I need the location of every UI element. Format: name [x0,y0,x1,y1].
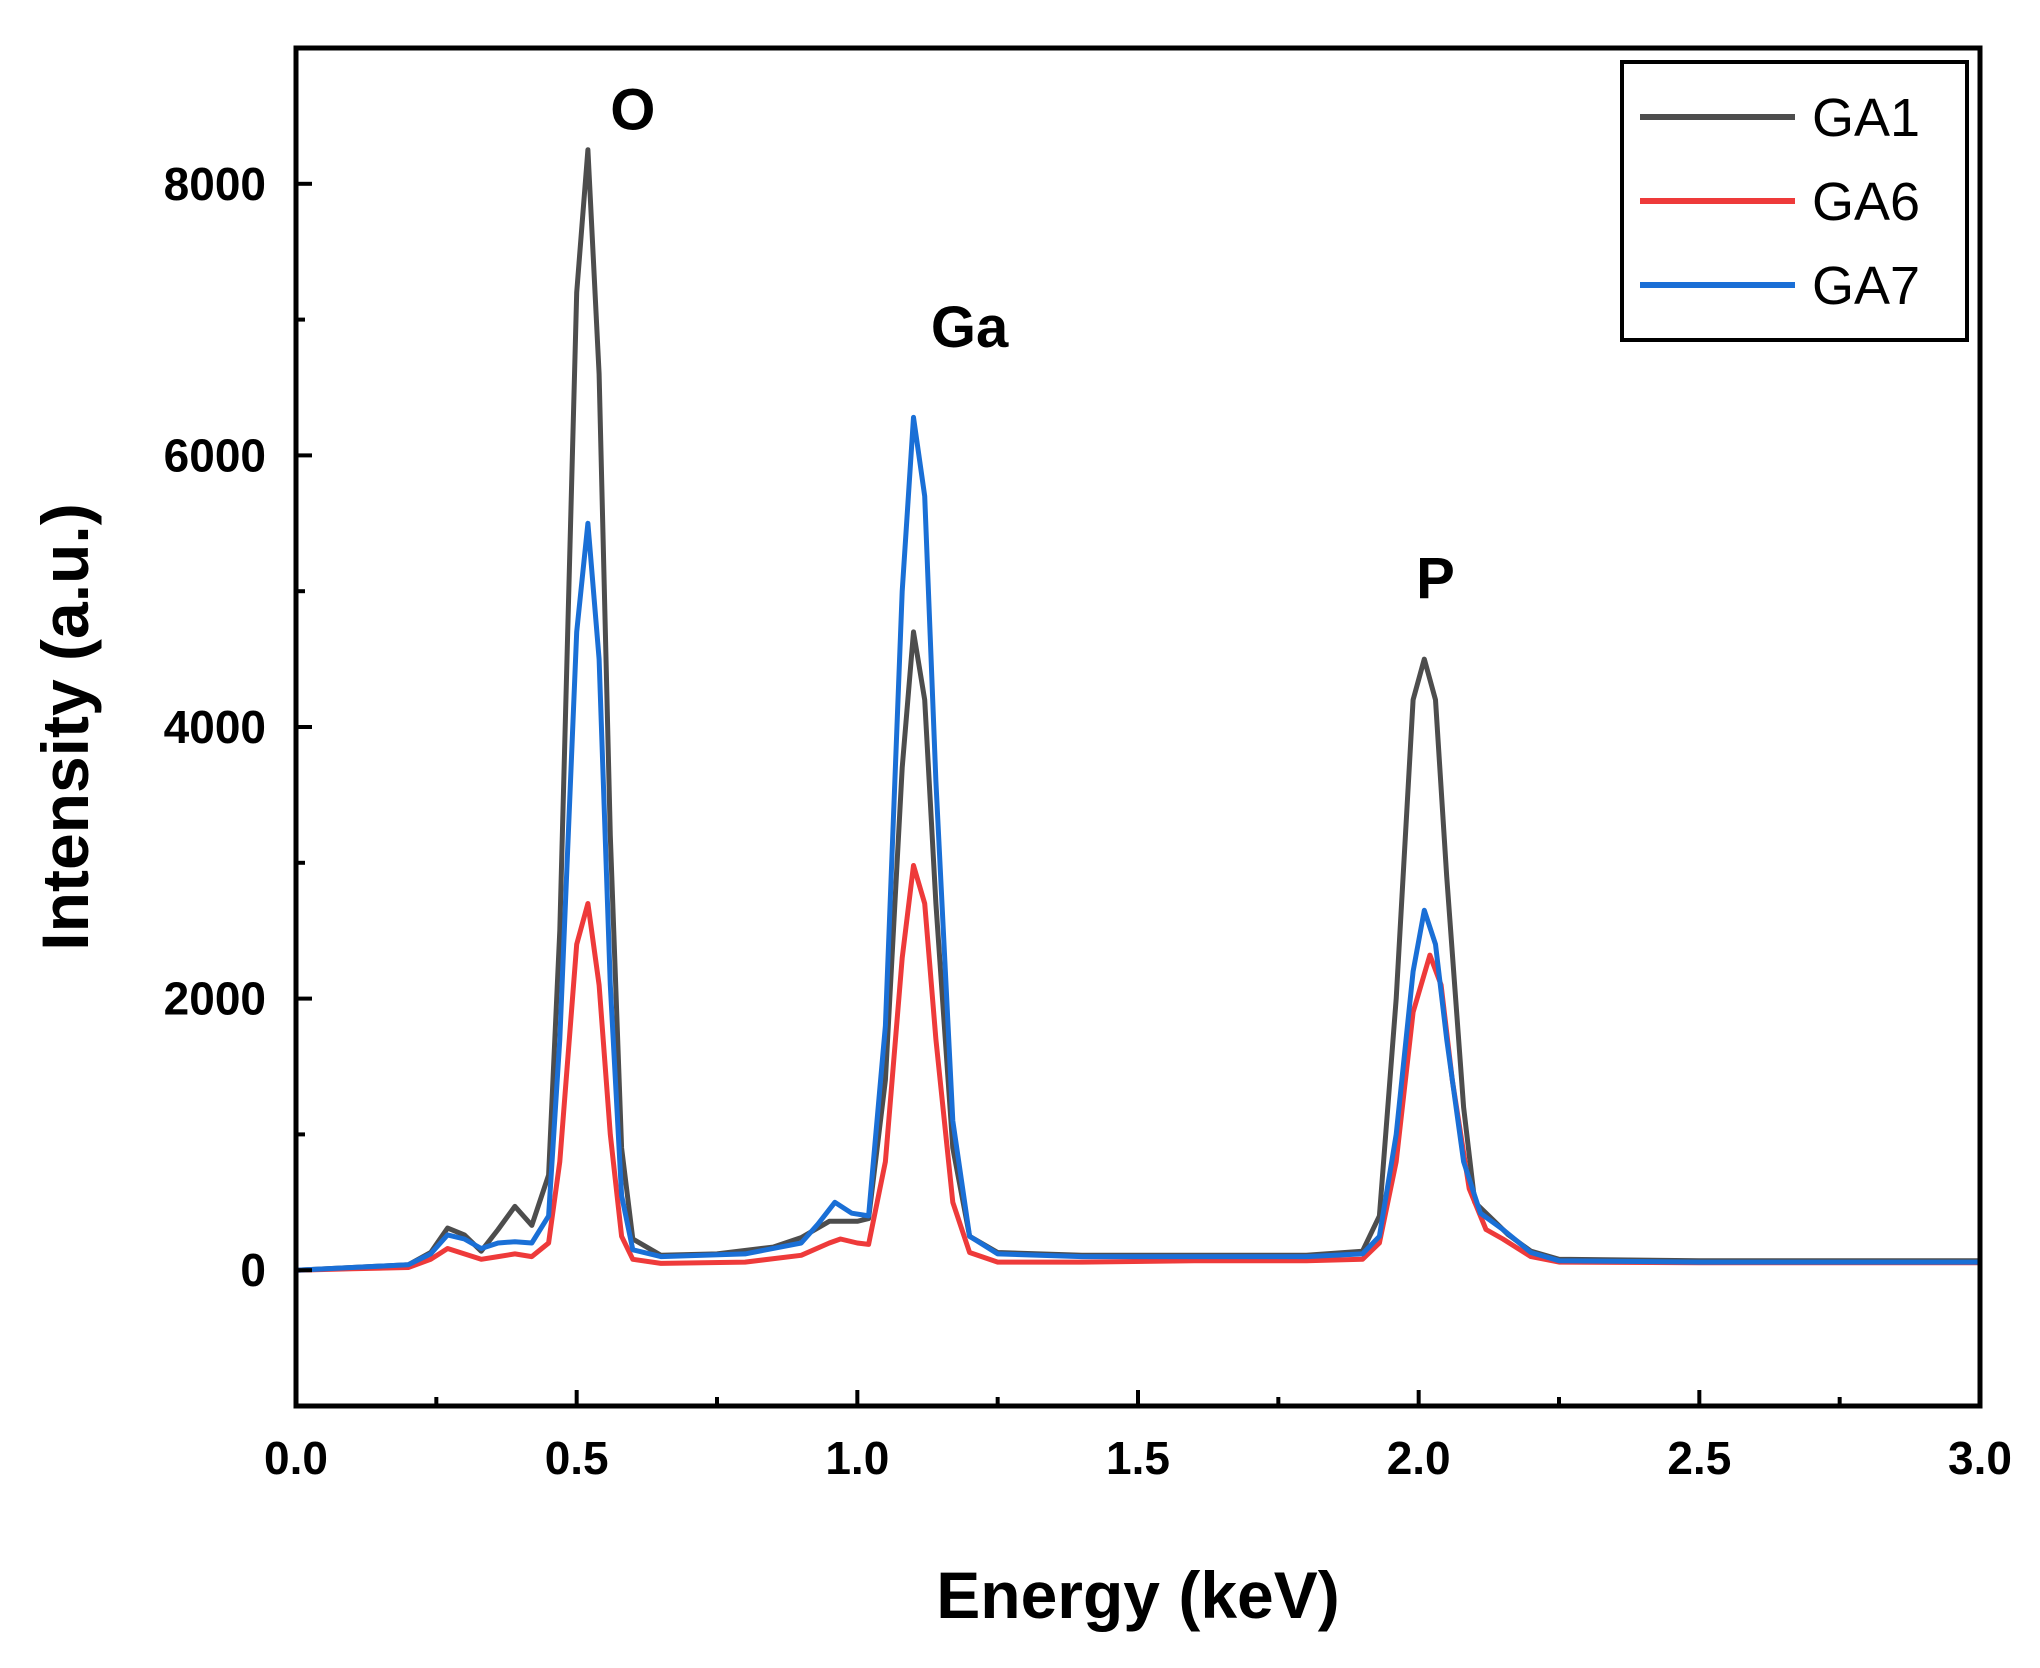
peak-label-o: O [610,77,655,142]
legend: GA1 GA6 GA7 [1620,60,1969,342]
x-tick-label: 1.0 [825,1432,889,1484]
y-tick-label: 0 [240,1244,266,1296]
y-tick-label: 4000 [164,701,266,753]
tick-layer: 0.0 0.5 1.0 1.5 2.0 2.5 3.0 0 2000 4000 6000 8000 [164,46,2012,1484]
x-tick-label: 0.0 [264,1432,328,1484]
peak-label-p: P [1416,546,1455,611]
x-tick-label: 1.5 [1106,1432,1170,1484]
x-axis-title: Energy (keV) [936,1558,1339,1632]
x-tick-label: 2.0 [1387,1432,1451,1484]
y-axis-title: Intensity (a.u.) [28,503,102,950]
legend-label-ga7: GA7 [1812,256,1920,316]
legend-label-ga6: GA6 [1812,172,1920,232]
y-tick-label: 6000 [164,429,266,481]
y-tick-label: 2000 [164,973,266,1025]
label-layer: O Ga P [610,77,1455,611]
series-line-ga1 [295,147,1980,1273]
series-layer [295,147,1980,1273]
peak-label-ga: Ga [931,295,1009,360]
legend-label-ga1: GA1 [1812,88,1920,148]
x-tick-label: 0.5 [545,1432,609,1484]
series-line-ga7 [295,414,1980,1273]
legend-items: GA1 GA6 GA7 [1640,88,1920,316]
y-tick-label: 8000 [164,158,266,210]
x-tick-label: 3.0 [1948,1432,2012,1484]
x-tick-label: 2.5 [1667,1432,1731,1484]
